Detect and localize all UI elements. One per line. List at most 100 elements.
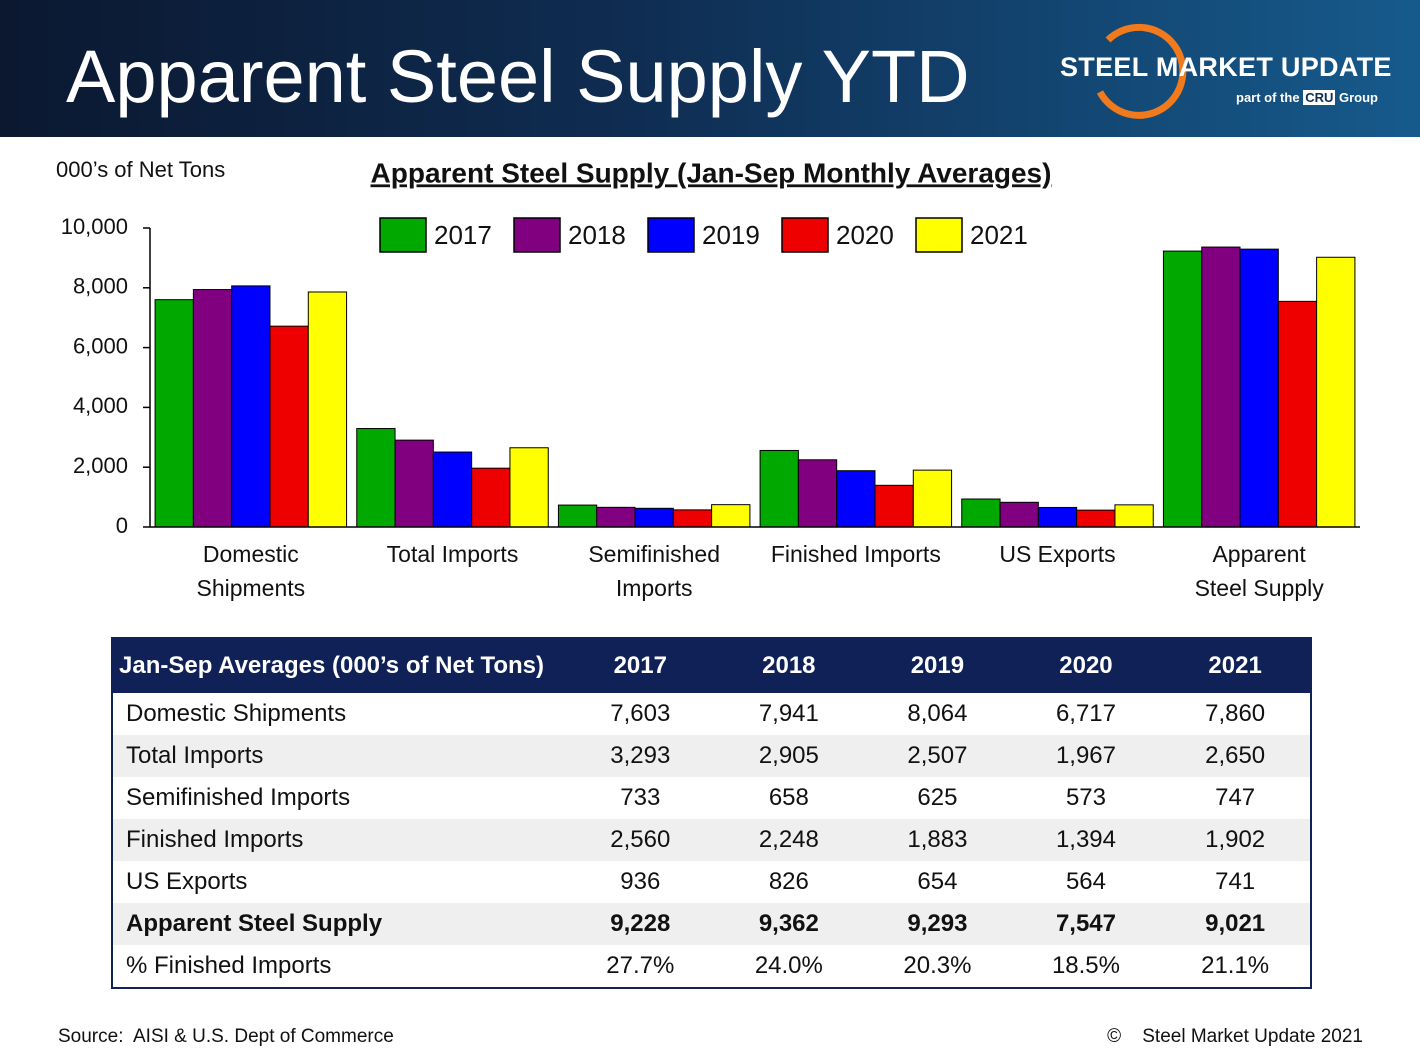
- legend-label: 2021: [970, 220, 1028, 250]
- bar: [1076, 509, 1116, 528]
- bar: [1201, 246, 1241, 528]
- bar: [912, 469, 953, 528]
- table-cell: 1,967: [1055, 742, 1116, 769]
- legend-label: 2019: [702, 220, 760, 250]
- table-cell: 18.5%: [1051, 952, 1120, 979]
- table-cell: 936: [620, 868, 661, 895]
- x-tick-label: US Exports: [999, 541, 1116, 567]
- bar: [1316, 256, 1356, 528]
- x-tick-label: Apparent Steel Supply: [1194, 541, 1324, 601]
- bar: [1114, 504, 1154, 528]
- table-cell: 1,883: [907, 826, 968, 853]
- bar: [672, 509, 713, 528]
- table-cell: 24.0%: [754, 952, 823, 979]
- chart-title: Apparent Steel Supply (Jan-Sep Monthly A…: [371, 157, 1052, 188]
- bar: [711, 504, 751, 528]
- table-row: % Finished Imports 27.7% 24.0% 20.3% 18.5% 21…: [112, 945, 1311, 988]
- slide-title: Apparent Steel Supply YTD: [66, 35, 970, 118]
- bar: [394, 439, 434, 528]
- logo-group: Group: [1338, 90, 1378, 105]
- table-cell: 1,394: [1055, 826, 1116, 853]
- bar: [1239, 248, 1279, 528]
- bar: [1162, 250, 1203, 528]
- x-tick-label: Total Imports: [386, 541, 519, 567]
- table-cell: 7,547: [1055, 910, 1116, 937]
- table-header: 2018: [714, 638, 864, 693]
- bar: [192, 289, 233, 528]
- table-row: Finished Imports 2,560 2,248 1,883 1,394 1,90…: [112, 819, 1311, 861]
- y-tick-label: 8,000: [73, 274, 128, 299]
- y-tick-label: 10,000: [61, 214, 128, 239]
- table-row: Domestic Shipments 7,603 7,941 8,064 6,717 7,…: [112, 693, 1311, 735]
- bar: [999, 501, 1039, 528]
- table-row: Total Imports 3,293 2,905 2,507 1,967 2,650: [112, 735, 1311, 777]
- bar: [356, 428, 396, 528]
- table-cell: 625: [917, 784, 958, 811]
- table-cell: 8,064: [907, 700, 968, 727]
- legend-swatch: [379, 217, 427, 253]
- y-axis-label: 000’s of Net Tons: [56, 157, 225, 182]
- table-cell: 573: [1065, 784, 1106, 811]
- x-tick-label: Semifinished Imports: [588, 541, 720, 601]
- bar: [797, 459, 838, 528]
- table-header: Jan-Sep Averages (000’s of Net Tons): [112, 638, 566, 693]
- table-row: Apparent Steel Supply 9,228 9,362 9,293 7,54…: [112, 903, 1311, 945]
- table-cell: 9,362: [758, 910, 819, 937]
- bar: [231, 285, 271, 528]
- table-cell: 9,293: [907, 910, 968, 937]
- bar: [759, 449, 799, 528]
- table-header: 2020: [1011, 638, 1161, 693]
- table-cell: 564: [1065, 868, 1106, 895]
- legend-swatch: [915, 217, 963, 253]
- bar: [634, 507, 674, 528]
- table-cell: 6,717: [1055, 700, 1116, 727]
- logo-sub: part of the CRU Group: [1236, 90, 1378, 105]
- table-cell: 747: [1215, 784, 1256, 811]
- bar: [1277, 300, 1318, 528]
- table-cell: 7,941: [758, 700, 819, 727]
- x-tick-label: Domestic Shipments: [196, 541, 306, 601]
- table-cell: 2,560: [610, 826, 671, 853]
- legend-swatch: [647, 217, 695, 253]
- logo-arc: [1096, 23, 1187, 119]
- bar: [961, 498, 1001, 528]
- table-cell: 7,603: [610, 700, 671, 727]
- bar: [154, 299, 194, 528]
- legend-swatch: [781, 217, 829, 253]
- x-tick-label: Finished Imports: [770, 541, 941, 567]
- table-cell: 826: [768, 868, 809, 895]
- logo-part: part of the: [1236, 90, 1300, 105]
- table-row: US Exports 936 826 654 564 741: [112, 861, 1311, 903]
- y-tick-label: 6,000: [73, 333, 128, 358]
- data-table: Jan-Sep Averages (000’s of Net Tons) 2017…: [111, 637, 1312, 989]
- table-cell: Finished Imports: [126, 826, 304, 853]
- logo-swoosh: [1096, 23, 1187, 119]
- legend-label: 2018: [568, 220, 626, 250]
- table-cell: Apparent Steel Supply: [126, 910, 383, 937]
- bar: [836, 470, 876, 528]
- table-cell: 2,905: [758, 742, 819, 769]
- table-cell: 741: [1215, 868, 1256, 895]
- table-cell: 658: [768, 784, 809, 811]
- bar: [1037, 506, 1078, 528]
- table-cell: 9,228: [610, 910, 671, 937]
- bar: [557, 504, 598, 528]
- table-cell: 2,650: [1205, 742, 1266, 769]
- logo-cru: CRU: [1303, 90, 1336, 105]
- table-cell: Total Imports: [126, 742, 264, 769]
- table-cell: 3,293: [610, 742, 671, 769]
- legend-swatch: [513, 217, 561, 253]
- table-cell: % Finished Imports: [126, 952, 332, 979]
- bar: [509, 447, 549, 528]
- table-cell: 7,860: [1205, 700, 1266, 727]
- copyright: © Steel Market Update 2021: [1107, 1026, 1363, 1047]
- table-cell: 9,021: [1205, 910, 1266, 937]
- bar: [269, 325, 309, 528]
- table-cell: 2,507: [907, 742, 968, 769]
- table-header: 2021: [1160, 638, 1311, 693]
- bar: [874, 484, 914, 528]
- bar: [432, 451, 473, 528]
- bar: [471, 467, 511, 528]
- bar: [307, 291, 348, 528]
